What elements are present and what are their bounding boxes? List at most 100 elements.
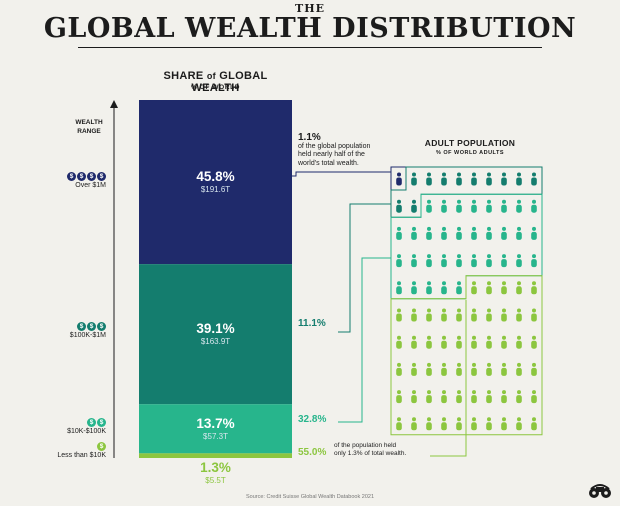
coin-icon: $ — [97, 322, 106, 331]
person-icon — [411, 308, 417, 322]
person-icon — [486, 362, 492, 376]
person-icon — [456, 308, 462, 322]
person-icon — [501, 417, 507, 431]
person-icon — [411, 226, 417, 240]
person-icon — [486, 417, 492, 431]
share-title-of: of — [206, 71, 216, 81]
person-icon — [501, 254, 507, 268]
person-icon — [501, 362, 507, 376]
bar-segment-2 — [139, 404, 292, 454]
bar-segment-0 — [139, 100, 292, 265]
person-icon — [471, 417, 477, 431]
annotation-top-text-2: held nearly half of the — [298, 151, 365, 158]
person-icon — [516, 390, 522, 404]
person-icon — [411, 281, 417, 295]
coin-icon: $ — [97, 172, 106, 181]
person-icon — [426, 254, 432, 268]
person-icon — [471, 390, 477, 404]
connector-line-0 — [292, 171, 391, 177]
coin-icons: $ $ $ — [76, 322, 106, 331]
person-icon — [531, 281, 537, 295]
coin-icons: $ $ — [86, 418, 106, 427]
coin-icon: $ — [77, 322, 86, 331]
bar-segment-1 — [139, 264, 292, 405]
person-icon — [396, 308, 402, 322]
annotation-top-text-3: world's total wealth. — [298, 159, 359, 167]
coin-icon: $ — [87, 322, 96, 331]
person-icon — [396, 335, 402, 349]
person-icon — [456, 172, 462, 186]
population-title: ADULT POPULATION — [424, 138, 516, 148]
person-icon — [471, 226, 477, 240]
person-icon — [426, 335, 432, 349]
person-icon — [471, 199, 477, 213]
segment-value-label-3: $5.5T — [205, 476, 226, 485]
coin-icons: $ $ $ $ — [66, 172, 106, 181]
person-icon — [516, 172, 522, 186]
person-icon — [516, 335, 522, 349]
person-icon — [486, 254, 492, 268]
person-icon — [516, 226, 522, 240]
person-icon — [426, 199, 432, 213]
person-icon — [516, 281, 522, 295]
person-icon — [396, 172, 402, 186]
connector-line-2 — [338, 257, 391, 423]
person-icon — [396, 362, 402, 376]
population-subtitle: % OF WORLD ADULTS — [435, 150, 505, 156]
segment-pct-label-0: 45.8% — [196, 169, 235, 185]
person-icon — [501, 281, 507, 295]
coin-icon: $ — [97, 418, 106, 427]
person-icon — [396, 254, 402, 268]
person-icon — [471, 362, 477, 376]
person-icon — [501, 335, 507, 349]
annotation-bottom-text-2: only 1.3% of total wealth. — [334, 450, 407, 457]
person-icon — [396, 226, 402, 240]
person-icon — [411, 335, 417, 349]
segment-pct-label-1: 39.1% — [196, 321, 235, 337]
person-icon — [501, 226, 507, 240]
person-icon — [471, 281, 477, 295]
coin-icon: $ — [87, 418, 96, 427]
person-icon — [441, 199, 447, 213]
person-icon — [516, 417, 522, 431]
annotation-top: 1.1% of the global population held nearl… — [298, 133, 371, 168]
wealth-range-2: $ $ $10K-$100K — [40, 418, 106, 436]
coin-icon: $ — [77, 172, 86, 181]
person-icon — [456, 226, 462, 240]
person-icon — [471, 335, 477, 349]
person-icon — [441, 281, 447, 295]
annotation-top-text-1: of the global population — [298, 142, 371, 150]
person-icon — [486, 172, 492, 186]
group-outline-3 — [390, 275, 543, 436]
wealth-range-label: Less than $10K — [57, 452, 106, 459]
person-icon — [396, 199, 402, 213]
person-icon — [456, 199, 462, 213]
person-icon — [426, 172, 432, 186]
person-icon — [486, 281, 492, 295]
person-icon — [396, 390, 402, 404]
person-icon — [441, 172, 447, 186]
segment-pct-label-2: 13.7% — [196, 415, 235, 431]
person-icon — [426, 417, 432, 431]
axis-label-line2: RANGE — [77, 128, 101, 135]
person-icon — [441, 308, 447, 322]
person-icon — [531, 254, 537, 268]
person-icon — [531, 172, 537, 186]
person-icon — [456, 417, 462, 431]
person-icon — [486, 308, 492, 322]
person-icon — [441, 390, 447, 404]
person-icon — [486, 390, 492, 404]
person-icon — [516, 199, 522, 213]
person-icon — [471, 254, 477, 268]
wealth-range-label: $100K-$1M — [69, 332, 106, 339]
person-icon — [501, 390, 507, 404]
axis-label-line1: WEALTH — [75, 119, 103, 126]
wealth-range-label: Over $1M — [75, 182, 106, 189]
page-title: GLOBAL WEALTH DISTRIBUTION — [43, 13, 577, 44]
person-icon — [426, 390, 432, 404]
segment-pct-label-3: 1.3% — [200, 460, 231, 475]
bar-segment-3 — [139, 453, 292, 458]
